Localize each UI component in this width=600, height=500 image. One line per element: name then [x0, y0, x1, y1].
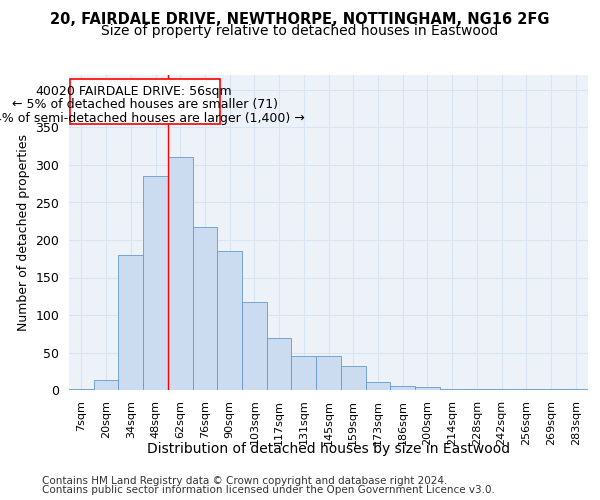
Bar: [390, 386, 415, 390]
Bar: [539, 389, 563, 390]
Text: Contains public sector information licensed under the Open Government Licence v3: Contains public sector information licen…: [42, 485, 495, 495]
Text: 94% of semi-detached houses are larger (1,400) →: 94% of semi-detached houses are larger (…: [0, 112, 304, 124]
Bar: [464, 389, 489, 390]
Bar: [440, 388, 464, 390]
Text: Size of property relative to detached houses in Eastwood: Size of property relative to detached ho…: [101, 24, 499, 38]
Bar: [514, 389, 539, 390]
Bar: [563, 388, 588, 390]
Bar: [118, 255, 143, 390]
Bar: [292, 356, 316, 390]
Bar: [267, 338, 292, 390]
Text: 20, FAIRDALE DRIVE, NEWTHORPE, NOTTINGHAM, NG16 2FG: 20, FAIRDALE DRIVE, NEWTHORPE, NOTTINGHA…: [50, 12, 550, 28]
Text: Distribution of detached houses by size in Eastwood: Distribution of detached houses by size …: [147, 442, 511, 456]
FancyBboxPatch shape: [70, 78, 220, 124]
Bar: [316, 356, 341, 390]
Text: Contains HM Land Registry data © Crown copyright and database right 2024.: Contains HM Land Registry data © Crown c…: [42, 476, 448, 486]
Y-axis label: Number of detached properties: Number of detached properties: [17, 134, 30, 331]
Bar: [415, 387, 440, 390]
Bar: [69, 388, 94, 390]
Bar: [217, 251, 242, 390]
Bar: [365, 382, 390, 390]
Text: ← 5% of detached houses are smaller (71): ← 5% of detached houses are smaller (71): [12, 98, 278, 111]
Bar: [341, 366, 365, 390]
Bar: [489, 389, 514, 390]
Bar: [143, 176, 168, 390]
Text: 20 FAIRDALE DRIVE: 56sqm: 20 FAIRDALE DRIVE: 56sqm: [59, 84, 232, 98]
Bar: [94, 380, 118, 390]
Bar: [193, 227, 217, 390]
Bar: [242, 302, 267, 390]
Bar: [168, 158, 193, 390]
